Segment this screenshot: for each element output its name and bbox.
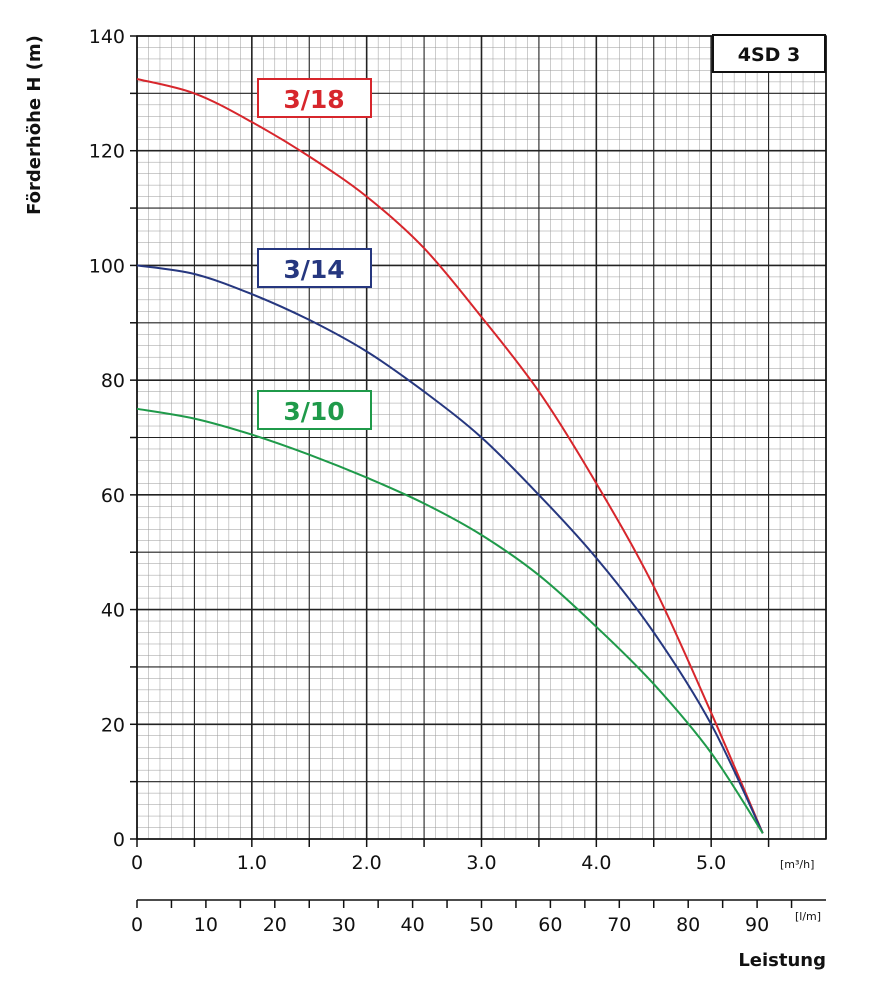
x-tick-label: 0 bbox=[131, 852, 143, 874]
x-tick-label: 5.0 bbox=[696, 852, 726, 874]
y-tick-label: 20 bbox=[101, 714, 125, 736]
y-tick-label: 100 bbox=[89, 255, 125, 277]
series-line bbox=[136, 78, 764, 834]
y-tick-label: 0 bbox=[113, 829, 125, 851]
model-label: 4SD 3 bbox=[738, 44, 801, 66]
x2-tick-label: 50 bbox=[469, 914, 493, 936]
x-axis-ticks: 0 1.0 2.0 3.0 4.0 5.0 bbox=[131, 839, 770, 874]
y-tick-label: 120 bbox=[89, 141, 125, 163]
x2-tick-label: 10 bbox=[194, 914, 218, 936]
x-axis-title: Leistung bbox=[738, 950, 826, 971]
x2-tick-label: 70 bbox=[607, 914, 631, 936]
y-tick-label: 140 bbox=[89, 26, 125, 48]
y-axis-title: Förderhöhe H (m) bbox=[24, 35, 45, 215]
x2-tick-label: 20 bbox=[263, 914, 287, 936]
x2-tick-label: 0 bbox=[131, 914, 143, 936]
y-tick-label: 40 bbox=[101, 600, 125, 622]
y-tick-label: 60 bbox=[101, 485, 125, 507]
model-label-box: 4SD 3 bbox=[712, 34, 826, 73]
x2-tick-label: 40 bbox=[401, 914, 425, 936]
x2-tick-label: 80 bbox=[676, 914, 700, 936]
series-label-box: 3/14 bbox=[257, 248, 372, 288]
curves bbox=[136, 78, 764, 834]
x-axis-unit: [m³/h] bbox=[780, 858, 814, 871]
series-label-box: 3/18 bbox=[257, 78, 372, 118]
series-label: 3/14 bbox=[283, 255, 344, 284]
secondary-x-axis: 0 10 20 30 40 50 60 70 80 90 bbox=[131, 899, 826, 936]
x-tick-label: 3.0 bbox=[466, 852, 496, 874]
x2-tick-label: 60 bbox=[538, 914, 562, 936]
y-axis-ticks: 0 20 40 60 80 100 120 140 bbox=[89, 26, 137, 851]
series-label: 3/10 bbox=[283, 397, 344, 426]
y-tick-label: 80 bbox=[101, 370, 125, 392]
x2-axis-unit: [l/m] bbox=[795, 910, 821, 923]
x-tick-label: 2.0 bbox=[352, 852, 382, 874]
series-label-box: 3/10 bbox=[257, 390, 372, 430]
series-labels: 3/18 3/14 3/10 bbox=[257, 78, 372, 430]
series-label: 3/18 bbox=[283, 85, 344, 114]
x2-tick-label: 30 bbox=[332, 914, 356, 936]
series-line bbox=[136, 407, 764, 834]
series-line bbox=[136, 264, 764, 834]
x-tick-label: 4.0 bbox=[581, 852, 611, 874]
x2-tick-label: 90 bbox=[745, 914, 769, 936]
x-tick-label: 1.0 bbox=[237, 852, 267, 874]
